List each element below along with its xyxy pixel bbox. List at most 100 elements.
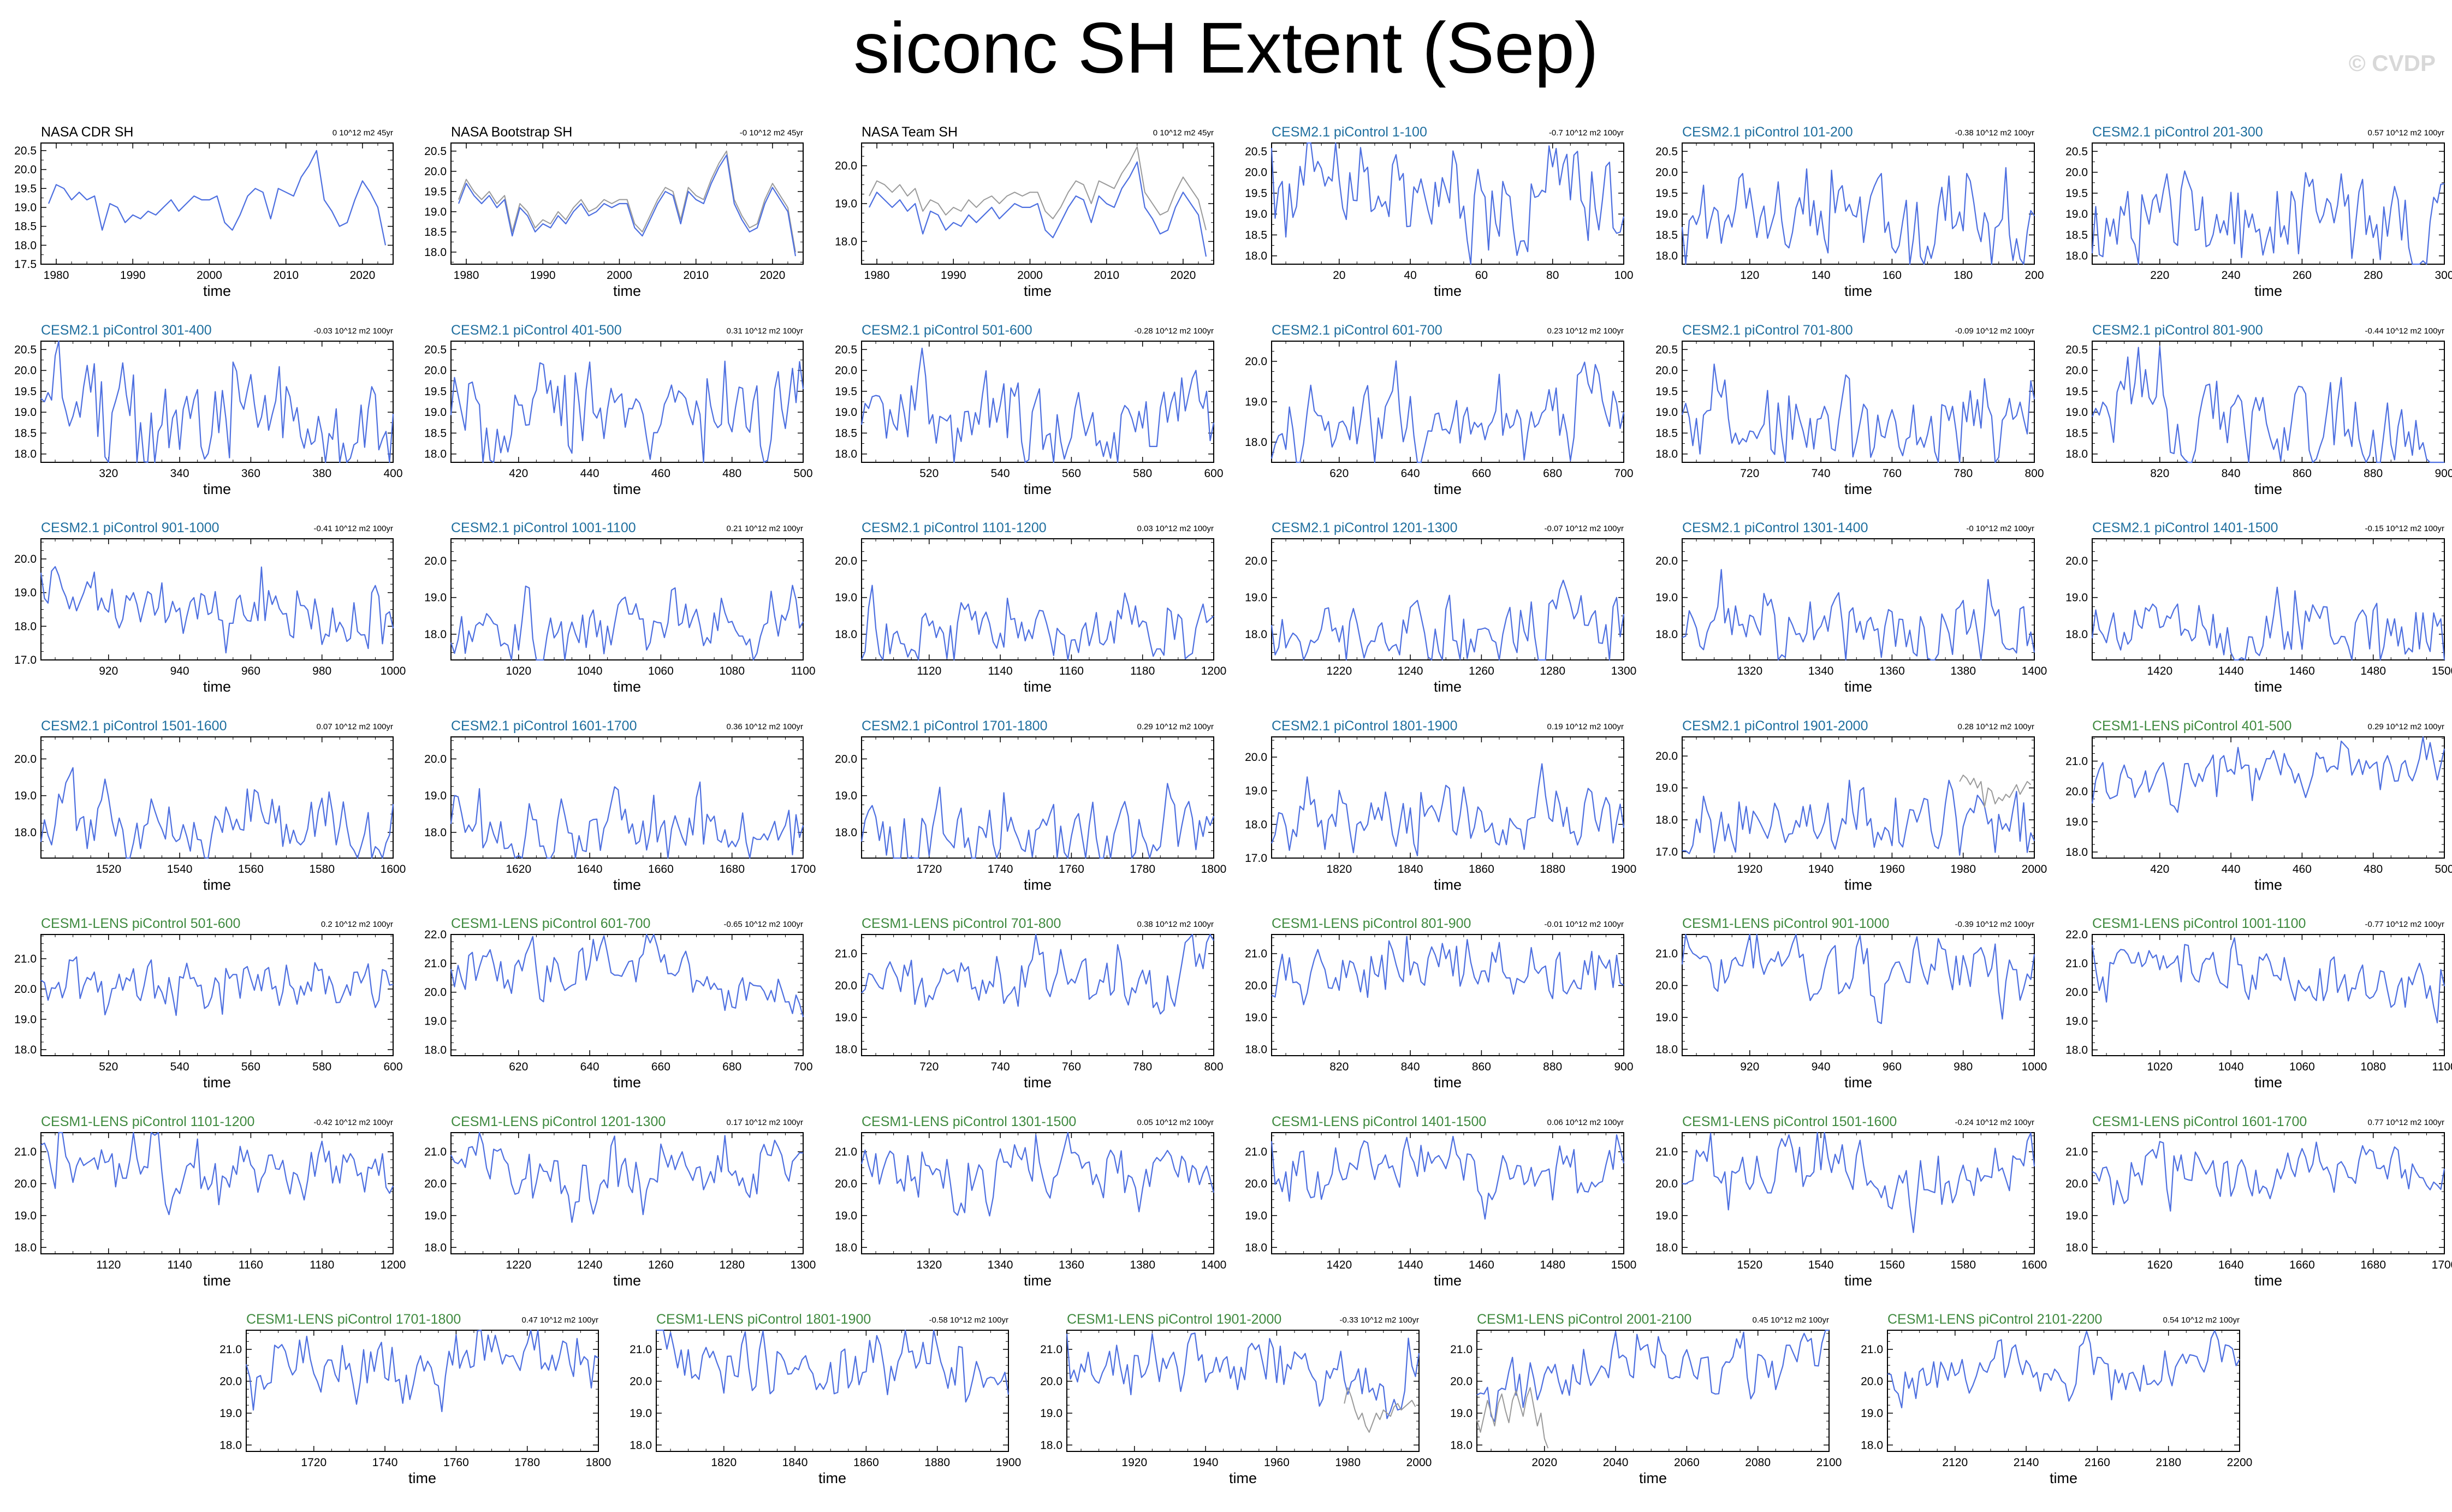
x-axis-label: time xyxy=(203,1074,231,1091)
x-tick-label: 40 xyxy=(1404,269,1416,282)
y-tick-label: 19.0 xyxy=(630,1407,652,1420)
plot-frame xyxy=(450,1132,804,1254)
panel-trend: 0.28 10^12 m2 100yr xyxy=(1958,722,2034,731)
x-tick-label: 20 xyxy=(1333,269,1345,282)
x-axis-label: time xyxy=(2254,481,2282,497)
panel-title: CESM2.1 piControl 1501-1600 xyxy=(41,718,227,734)
panel-title: NASA Bootstrap SH xyxy=(451,124,572,140)
y-tick-label: 18.0 xyxy=(14,239,37,252)
panel-trend: 0.21 10^12 m2 100yr xyxy=(727,524,803,533)
x-tick-label: 2010 xyxy=(683,269,709,282)
x-tick-label: 1280 xyxy=(1540,665,1565,677)
y-tick-label: 20.5 xyxy=(835,343,857,356)
x-tick-label: 1920 xyxy=(1121,1456,1147,1469)
series-line xyxy=(450,1132,804,1223)
panel-title: CESM2.1 piControl 1101-1200 xyxy=(862,520,1047,535)
x-axis-label: time xyxy=(2254,283,2282,299)
plot-frame xyxy=(2092,1132,2445,1254)
x-tick-label: 1580 xyxy=(1950,1259,1976,1271)
x-tick-label: 1700 xyxy=(791,863,816,876)
x-tick-label: 1760 xyxy=(1059,863,1084,876)
x-tick-label: 160 xyxy=(1883,269,1902,282)
y-tick-label: 20.0 xyxy=(1861,1375,1883,1388)
x-tick-label: 1980 xyxy=(1335,1456,1361,1469)
x-tick-label: 480 xyxy=(722,467,741,480)
y-tick-label: 20.5 xyxy=(424,145,447,158)
x-axis-label: time xyxy=(1844,1074,1872,1091)
x-tick-label: 1240 xyxy=(1398,665,1423,677)
y-tick-label: 20.0 xyxy=(2065,166,2088,179)
x-tick-label: 1980 xyxy=(44,269,69,282)
panel-title: CESM2.1 piControl 901-1000 xyxy=(41,520,219,535)
y-tick-label: 21.0 xyxy=(424,1146,447,1158)
series-line xyxy=(2092,1141,2445,1212)
panel-trend: 0.54 10^12 m2 100yr xyxy=(2163,1315,2240,1325)
panel-trend: -0.65 10^12 m2 100yr xyxy=(724,920,803,929)
x-tick-label: 2010 xyxy=(1094,269,1119,282)
x-tick-label: 660 xyxy=(651,1061,670,1073)
x-axis-label: time xyxy=(1434,481,1462,497)
panel-title: CESM2.1 piControl 1701-1800 xyxy=(862,718,1047,734)
panel-trend: 0.03 10^12 m2 100yr xyxy=(1137,524,1214,533)
series-line xyxy=(245,1329,599,1413)
y-tick-label: 20.0 xyxy=(835,160,857,172)
series-line xyxy=(1270,142,1625,265)
x-tick-label: 1480 xyxy=(2360,665,2386,677)
y-tick-label: 20.0 xyxy=(424,365,447,377)
x-tick-label: 1340 xyxy=(1808,665,1834,677)
x-tick-label: 1300 xyxy=(791,1259,816,1271)
panel-title: CESM2.1 piControl 1901-2000 xyxy=(1682,718,1868,734)
x-tick-label: 80 xyxy=(1546,269,1559,282)
series-line xyxy=(1681,933,2035,1025)
y-tick-label: 18.0 xyxy=(835,826,857,839)
y-tick-label: 20.0 xyxy=(14,983,37,996)
x-tick-label: 1200 xyxy=(381,1259,406,1271)
panel-title: NASA Team SH xyxy=(862,124,958,140)
chart-panel: 1520 1540 1560 1580 1600 18.0 19.0 20.0 CESM2.1 … xyxy=(14,718,406,893)
x-tick-label: 1860 xyxy=(853,1456,879,1469)
x-axis-label: time xyxy=(1434,678,1462,695)
y-tick-label: 20.0 xyxy=(630,1375,652,1388)
y-tick-label: 19.0 xyxy=(14,790,37,802)
x-axis-label: time xyxy=(613,877,641,893)
panel-trend: -0.03 10^12 m2 100yr xyxy=(314,326,393,336)
x-tick-label: 180 xyxy=(1954,269,1973,282)
y-tick-label: 20.0 xyxy=(2065,1177,2088,1190)
x-tick-label: 100 xyxy=(1614,269,1633,282)
chart-panel: 720 740 760 780 800 18.0 19.0 20.0 21.0 CESM1-LEN… xyxy=(835,916,1223,1091)
y-tick-label: 18.0 xyxy=(1245,818,1267,831)
chart-panel: 720 740 760 780 800 18.0 18.5 19.0 19.5 20.0 20.5 C… xyxy=(1655,323,2044,497)
y-tick-label: 20.0 xyxy=(1450,1375,1473,1388)
x-tick-label: 1420 xyxy=(1326,1259,1352,1271)
y-tick-label: 20.0 xyxy=(1245,979,1267,992)
plot-frame xyxy=(1887,1330,2240,1452)
x-tick-label: 1800 xyxy=(586,1456,611,1469)
x-tick-label: 660 xyxy=(1472,467,1491,480)
panel-trend: 0.06 10^12 m2 100yr xyxy=(1547,1118,1624,1127)
y-tick-label: 20.0 xyxy=(835,1177,857,1190)
y-tick-label: 18.0 xyxy=(2065,1044,2088,1056)
panel-trend: -0.09 10^12 m2 100yr xyxy=(1955,326,2034,336)
y-tick-label: 19.0 xyxy=(1245,208,1267,221)
x-tick-label: 1220 xyxy=(506,1259,531,1271)
x-tick-label: 200 xyxy=(2024,269,2044,282)
series-line xyxy=(1270,763,1625,856)
y-tick-label: 20.0 xyxy=(14,164,37,176)
x-tick-label: 900 xyxy=(2435,467,2452,480)
x-axis-label: time xyxy=(1024,283,1052,299)
series-line xyxy=(1682,569,2035,661)
y-tick-label: 20.0 xyxy=(1245,355,1267,368)
x-tick-label: 1860 xyxy=(1469,863,1494,876)
panel-title: CESM2.1 piControl 801-900 xyxy=(2092,323,2263,338)
y-tick-label: 21.0 xyxy=(630,1343,652,1356)
y-tick-label: 18.0 xyxy=(1245,436,1267,449)
x-tick-label: 1260 xyxy=(648,1259,674,1271)
x-axis-label: time xyxy=(2050,1470,2077,1486)
y-tick-label: 19.0 xyxy=(14,406,37,419)
x-tick-label: 580 xyxy=(1133,467,1152,480)
x-axis-label: time xyxy=(1844,678,1872,695)
chart-panel: 1980 1990 2000 2010 2020 18.0 18.5 19.0 19.5 20.0… xyxy=(424,124,804,299)
x-tick-label: 940 xyxy=(1812,1061,1831,1073)
x-tick-label: 2120 xyxy=(1942,1456,1968,1469)
y-tick-label: 19.0 xyxy=(835,790,857,802)
